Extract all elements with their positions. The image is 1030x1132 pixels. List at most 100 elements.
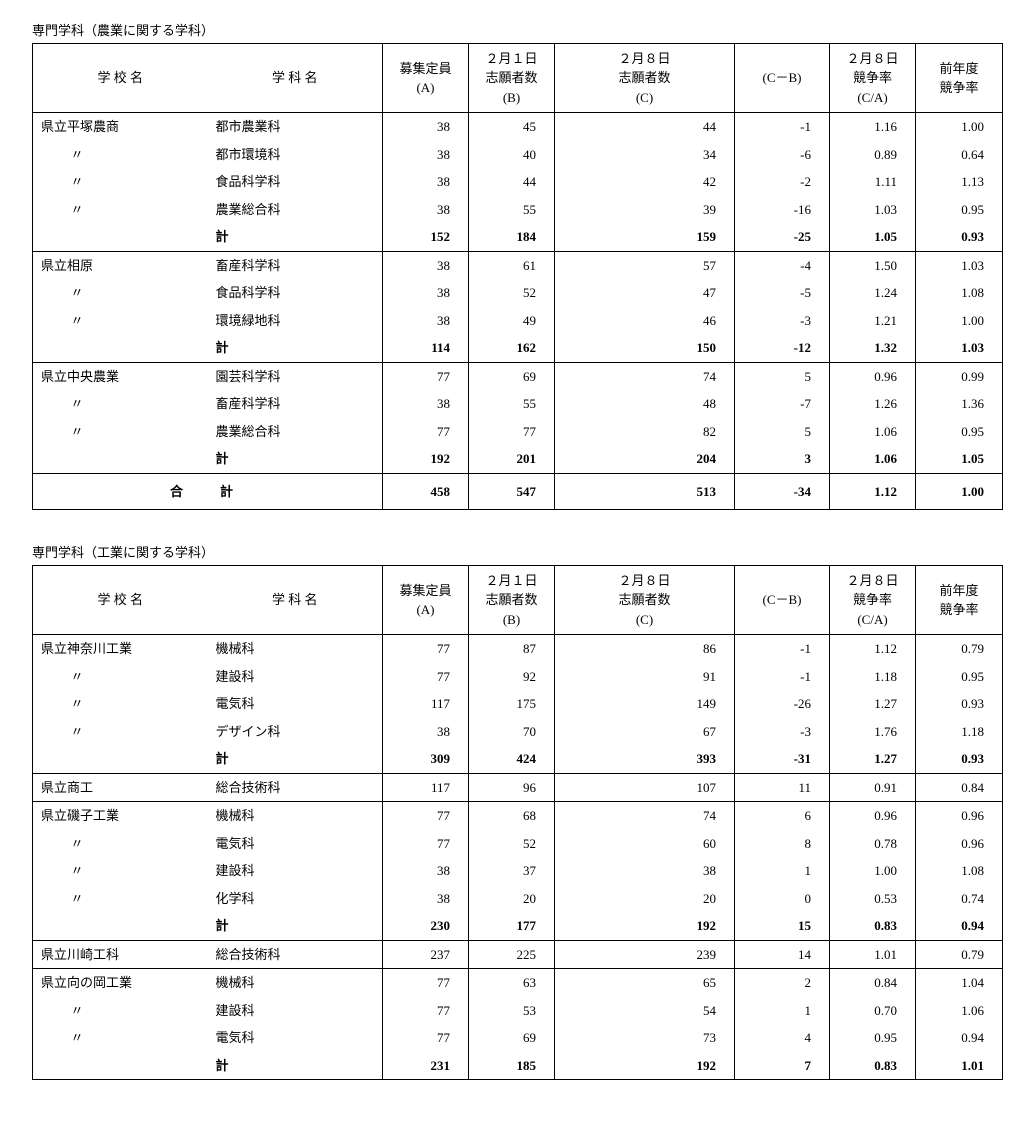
cell-prev: 0.95 <box>916 196 1003 224</box>
cell-a: 38 <box>383 307 469 335</box>
cell-b: 20 <box>469 885 555 913</box>
cell-school-ditto: 〃 <box>33 196 208 224</box>
cell-c: 39 <box>555 196 735 224</box>
cell-dept: 食品科学科 <box>208 279 383 307</box>
cell-b: 40 <box>469 141 555 169</box>
cell-ca: 1.16 <box>830 113 916 141</box>
cell-cb: 1 <box>735 857 830 885</box>
cell-b: 70 <box>469 718 555 746</box>
cell-prev: 1.06 <box>916 997 1003 1025</box>
cell-b: 547 <box>469 473 555 510</box>
cell-ca: 0.53 <box>830 885 916 913</box>
cell-ca: 1.24 <box>830 279 916 307</box>
cell-a: 77 <box>383 830 469 858</box>
cell-a: 77 <box>383 969 469 997</box>
cell-cb: 4 <box>735 1024 830 1052</box>
cell-dept: 建設科 <box>208 857 383 885</box>
col-b: ２月１日志願者数(B) <box>469 44 555 113</box>
cell-c: 65 <box>555 969 735 997</box>
col-ca: ２月８日競争率(C/A) <box>830 44 916 113</box>
cell-prev: 0.96 <box>916 830 1003 858</box>
cell-ca: 0.91 <box>830 773 916 802</box>
cell-c: 513 <box>555 473 735 510</box>
cell-b: 184 <box>469 223 555 251</box>
table-row: 〃食品科学科384442-21.111.13 <box>33 168 1003 196</box>
col-prev: 前年度競争率 <box>916 566 1003 635</box>
col-dept: 学 科 名 <box>208 566 383 635</box>
cell-ca: 0.83 <box>830 912 916 940</box>
cell-cb: -12 <box>735 334 830 362</box>
cell-prev: 1.05 <box>916 445 1003 473</box>
cell-b: 53 <box>469 997 555 1025</box>
cell-ca: 0.96 <box>830 362 916 390</box>
cell-ca: 1.32 <box>830 334 916 362</box>
cell-b: 92 <box>469 663 555 691</box>
cell-a: 38 <box>383 113 469 141</box>
cell-school: 県立相原 <box>33 251 208 279</box>
cell-ca: 1.12 <box>830 635 916 663</box>
cell-b: 61 <box>469 251 555 279</box>
cell-school: 県立中央農業 <box>33 362 208 390</box>
cell-cb: -1 <box>735 663 830 691</box>
cell-b: 45 <box>469 113 555 141</box>
cell-ca: 1.03 <box>830 196 916 224</box>
cell-a: 230 <box>383 912 469 940</box>
cell-dept: 総合技術科 <box>208 773 383 802</box>
cell-b: 44 <box>469 168 555 196</box>
table-row: 県立神奈川工業機械科778786-11.120.79 <box>33 635 1003 663</box>
cell-dept: 電気科 <box>208 690 383 718</box>
cell-b: 63 <box>469 969 555 997</box>
cell-a: 152 <box>383 223 469 251</box>
col-a: 募集定員(A) <box>383 566 469 635</box>
data-table: 学 校 名学 科 名募集定員(A)２月１日志願者数(B)２月８日志願者数(C)(… <box>32 565 1003 1080</box>
cell-subtotal-label: 計 <box>208 223 383 251</box>
cell-a: 77 <box>383 418 469 446</box>
cell-b: 37 <box>469 857 555 885</box>
cell-a: 77 <box>383 362 469 390</box>
cell-ca: 0.83 <box>830 1052 916 1080</box>
cell-ca: 1.26 <box>830 390 916 418</box>
cell-c: 34 <box>555 141 735 169</box>
cell-a: 117 <box>383 690 469 718</box>
cell-ca: 1.00 <box>830 857 916 885</box>
cell-ca: 0.84 <box>830 969 916 997</box>
cell-b: 96 <box>469 773 555 802</box>
subtotal-row: 計309424393-311.270.93 <box>33 745 1003 773</box>
cell-school-ditto: 〃 <box>33 830 208 858</box>
cell-prev: 1.08 <box>916 857 1003 885</box>
cell-subtotal-label: 計 <box>208 912 383 940</box>
cell-a: 38 <box>383 718 469 746</box>
cell-dept: 環境緑地科 <box>208 307 383 335</box>
cell-prev: 0.74 <box>916 885 1003 913</box>
cell-cb: 5 <box>735 418 830 446</box>
table-row: 〃電気科117175149-261.270.93 <box>33 690 1003 718</box>
cell-a: 38 <box>383 141 469 169</box>
cell-c: 150 <box>555 334 735 362</box>
cell-ca: 0.95 <box>830 1024 916 1052</box>
table-row: 県立川崎工科総合技術科237225239141.010.79 <box>33 940 1003 969</box>
cell-school-ditto: 〃 <box>33 279 208 307</box>
cell-dept: 農業総合科 <box>208 196 383 224</box>
cell-a: 38 <box>383 279 469 307</box>
cell-a: 38 <box>383 390 469 418</box>
section-title: 専門学科（工業に関する学科） <box>32 542 998 561</box>
cell-cb: 6 <box>735 802 830 830</box>
cell-b: 177 <box>469 912 555 940</box>
cell-empty <box>33 1052 208 1080</box>
cell-school-ditto: 〃 <box>33 997 208 1025</box>
cell-c: 192 <box>555 912 735 940</box>
cell-a: 192 <box>383 445 469 473</box>
cell-school: 県立磯子工業 <box>33 802 208 830</box>
cell-a: 38 <box>383 168 469 196</box>
cell-prev: 1.04 <box>916 969 1003 997</box>
cell-dept: 食品科学科 <box>208 168 383 196</box>
cell-cb: -2 <box>735 168 830 196</box>
col-a: 募集定員(A) <box>383 44 469 113</box>
cell-c: 74 <box>555 362 735 390</box>
cell-prev: 0.95 <box>916 418 1003 446</box>
table-row: 〃農業総合科77778251.060.95 <box>33 418 1003 446</box>
cell-dept: 総合技術科 <box>208 940 383 969</box>
cell-cb: -16 <box>735 196 830 224</box>
cell-c: 48 <box>555 390 735 418</box>
table-row: 〃デザイン科387067-31.761.18 <box>33 718 1003 746</box>
